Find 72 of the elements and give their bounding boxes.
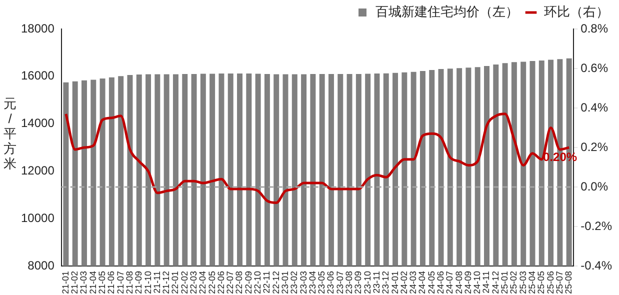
x-tick-label: 24-10 [472,270,482,294]
x-tick-label: 21-05 [97,270,108,294]
x-tick-label: 24-04 [417,270,428,294]
x-tick-label: 22-01 [170,270,180,294]
x-tick-label: 23-01 [280,270,290,294]
x-tick-label: 24-11 [481,270,492,294]
y2-tick-label: 0.0% [580,179,608,194]
y-tick-label: 18000 [20,21,55,36]
x-tick-label: 21-01 [60,270,70,294]
x-tick-label: 22-05 [206,270,217,294]
x-tick-label: 25-06 [545,270,556,294]
y2-tick-label: 0.6% [580,60,608,75]
x-tick-label: 23-03 [298,270,308,294]
x-tick-label: 25-07 [554,270,564,294]
x-tick-label: 25-08 [564,270,574,294]
x-tick-label: 22-11 [262,270,272,294]
x-tick-label: 22-08 [234,270,244,294]
x-tick-label: 24-01 [390,270,400,294]
x-tick-label: 22-02 [179,270,190,294]
x-tick-label: 25-05 [536,270,546,294]
x-tick-label: 23-11 [371,270,382,294]
x-tick-label: 23-06 [326,270,336,294]
x-tick-label: 25-02 [508,270,519,294]
y-tick-label: 8000 [28,258,55,272]
y-tick-label: 10000 [20,210,55,225]
y-tick-label: 16000 [20,68,55,83]
x-tick-label: 24-06 [435,270,446,294]
legend-label: 百城新建住宅均价（左） [376,4,518,20]
x-tick-label: 24-07 [444,270,455,294]
x-tick-label: 25-01 [500,270,510,294]
x-tick-label: 21-10 [142,270,153,294]
x-tick-label: 22-10 [252,270,263,294]
x-tick-label: 21-02 [70,270,80,294]
x-tick-label: 21-03 [78,270,89,294]
x-tick-label: 23-09 [353,270,364,294]
x-tick-label: 23-08 [344,270,354,294]
y2-tick-label: 0.2% [580,140,608,154]
x-tick-label: 23-07 [334,270,345,294]
x-tick-label: 24-03 [408,270,418,294]
x-tick-label: 22-06 [216,270,226,294]
x-tick-label: 24-02 [398,270,409,294]
x-tick-label: 22-03 [188,270,198,294]
x-tick-label: 23-02 [289,270,300,294]
x-tick-label: 21-09 [134,270,144,294]
y-tick-label: 14000 [20,116,55,130]
x-tick-label: 22-12 [270,270,281,294]
x-tick-label: 25-04 [526,270,537,294]
x-tick-label: 21-12 [161,270,172,294]
x-tick-label: 23-12 [380,270,391,294]
x-tick-label: 24-08 [454,270,464,294]
x-tick-label: 22-04 [198,270,208,294]
x-tick-label: 22-07 [225,270,236,294]
y-axis-title: 元/平方米 [3,96,17,171]
x-tick-label: 24-12 [490,270,500,294]
x-tick-label: 23-10 [362,270,372,294]
y-tick-label: 12000 [20,164,55,178]
x-tick-label: 21-07 [115,270,126,294]
x-tick-label: 24-09 [462,270,473,294]
x-tick-label: 23-04 [307,270,318,294]
x-tick-label: 21-11 [152,270,162,294]
x-tick-label: 23-05 [316,270,327,294]
x-tick-label: 22-09 [243,270,254,294]
y2-tick-label: -0.2% [580,218,612,233]
x-tick-label: 21-08 [124,270,134,294]
x-tick-label: 21-04 [88,270,98,294]
x-tick-label: 25-03 [518,270,528,294]
x-tick-label: 24-05 [426,270,436,294]
y2-tick-label: -0.4% [580,258,612,272]
x-tick-label: 21-06 [106,270,116,294]
y2-tick-label: 0.4% [580,100,608,114]
y2-tick-label: 0.8% [580,21,608,36]
legend-label: 环比（右） [544,4,609,20]
